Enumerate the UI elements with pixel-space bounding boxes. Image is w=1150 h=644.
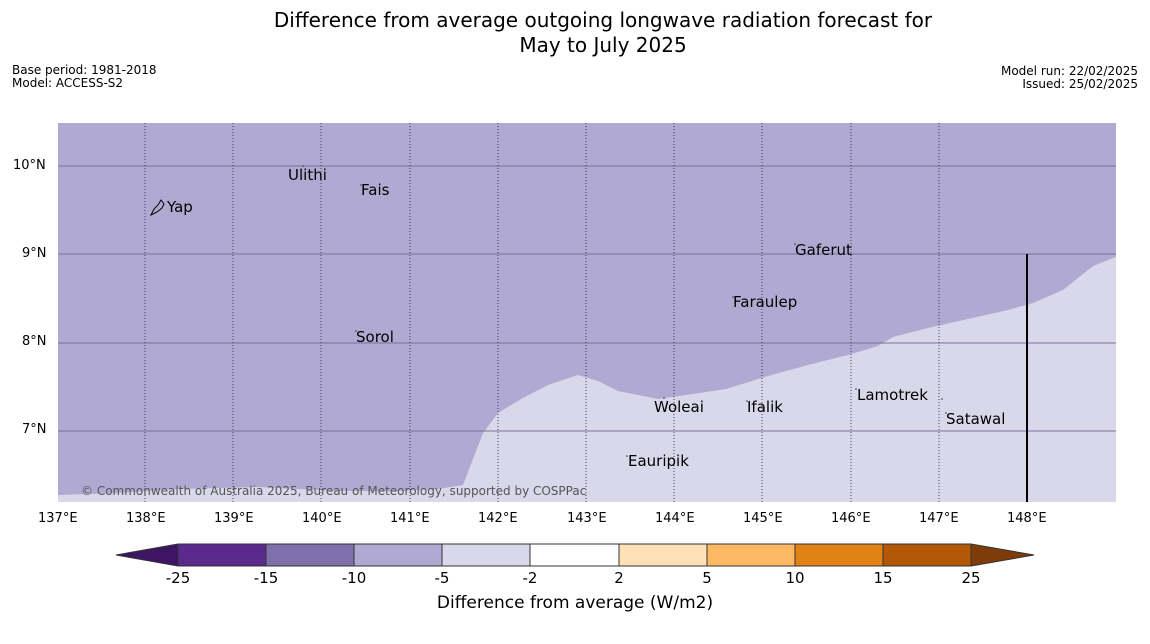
island-dot-ifalik	[746, 400, 748, 402]
colorbar-tick-7: 5	[702, 569, 712, 587]
lat-label-10n: 10°N	[13, 158, 46, 173]
colorbar-tick-5: -2	[522, 569, 538, 587]
place-label-satawal: Satawal	[946, 410, 1006, 428]
lon-label-142e: 142°E	[478, 511, 518, 526]
colorbar-tick-3: -10	[341, 569, 367, 587]
island-dot-satawal	[945, 412, 947, 414]
region-minus10-to-minus5	[58, 257, 1116, 502]
lon-label-146e: 146°E	[831, 511, 871, 526]
island-dot-extra	[941, 398, 943, 400]
place-label-lamotrek: Lamotrek	[857, 386, 928, 404]
base-period-text: Base period: 1981-2018	[12, 63, 157, 77]
map-panel[interactable]: Yap Ulithi Fais Gaferut Faraulep Sorol W…	[58, 123, 1116, 502]
place-label-woleai: Woleai	[654, 398, 704, 416]
colorbar	[115, 543, 1035, 567]
island-dot-lamotrek	[855, 388, 857, 390]
island-dot-fais	[360, 184, 362, 186]
colorbar-segment-4	[442, 544, 530, 566]
colorbar-arrow-high	[971, 544, 1034, 566]
place-label-ifalik: Ifalik	[747, 398, 783, 416]
meta-left: Base period: 1981-2018 Model: ACCESS-S2	[12, 64, 157, 90]
island-dot-faraulep	[732, 296, 734, 298]
yap-island-outline	[149, 199, 165, 217]
lon-label-147e: 147°E	[919, 511, 959, 526]
colorbar-tick-6: 2	[614, 569, 624, 587]
colorbar-segment-9	[883, 544, 971, 566]
place-label-gaferut: Gaferut	[795, 241, 852, 259]
place-label-yap: Yap	[167, 198, 193, 216]
colorbar-tick-4: -5	[434, 569, 450, 587]
map-svg	[58, 123, 1116, 502]
colorbar-arrow-low	[116, 544, 178, 566]
colorbar-tick-9: 15	[873, 569, 893, 587]
lon-label-138e: 138°E	[126, 511, 166, 526]
lat-label-8n: 8°N	[22, 334, 47, 349]
place-label-ulithi: Ulithi	[288, 166, 327, 184]
colorbar-tick-1: -25	[165, 569, 191, 587]
colorbar-segment-1	[178, 544, 266, 566]
colorbar-segment-8	[795, 544, 883, 566]
island-dot-woleai	[663, 397, 665, 399]
map-title-line-1: Difference from average outgoing longwav…	[273, 8, 933, 32]
place-label-sorol: Sorol	[356, 328, 394, 346]
colorbar-segment-6	[619, 544, 707, 566]
lat-label-9n: 9°N	[22, 246, 47, 261]
model-text: Model: ACCESS-S2	[12, 76, 124, 90]
place-label-fais: Fais	[361, 181, 390, 199]
colorbar-segment-7	[707, 544, 795, 566]
map-title-line-2: May to July 2025	[519, 33, 687, 57]
lon-label-141e: 141°E	[390, 511, 430, 526]
colorbar-tick-2: -15	[253, 569, 279, 587]
lon-label-140e: 140°E	[302, 511, 342, 526]
colorbar-tick-8: 10	[785, 569, 805, 587]
model-run-text: Model run: 22/02/2025	[1000, 64, 1138, 78]
colorbar-title: Difference from average (W/m2)	[436, 593, 714, 613]
map-title: Difference from average outgoing longwav…	[0, 8, 1150, 58]
island-dot-eauripik	[626, 455, 628, 457]
copyright-text: © Commonwealth of Australia 2025, Bureau…	[81, 484, 587, 498]
colorbar-segment-5	[530, 544, 619, 566]
island-dot-sorol	[355, 330, 357, 332]
issued-text: Issued: 25/02/2025	[1022, 77, 1138, 91]
lon-label-143e: 143°E	[567, 511, 607, 526]
place-label-eauripik: Eauripik	[628, 452, 689, 470]
lon-label-139e: 139°E	[214, 511, 254, 526]
colorbar-tick-10: 25	[961, 569, 981, 587]
lat-label-7n: 7°N	[22, 422, 47, 437]
colorbar-segment-2	[266, 544, 354, 566]
island-dot-ulithi	[302, 165, 304, 167]
colorbar-segment-3	[354, 544, 442, 566]
lon-label-148e: 148°E	[1007, 511, 1047, 526]
place-label-faraulep: Faraulep	[733, 293, 798, 311]
meta-right: Model run: 22/02/2025 Issued: 25/02/2025	[1001, 65, 1138, 91]
island-dot-gaferut	[794, 243, 796, 245]
lon-label-145e: 145°E	[743, 511, 783, 526]
lon-label-137e: 137°E	[38, 511, 78, 526]
lon-label-144e: 144°E	[655, 511, 695, 526]
